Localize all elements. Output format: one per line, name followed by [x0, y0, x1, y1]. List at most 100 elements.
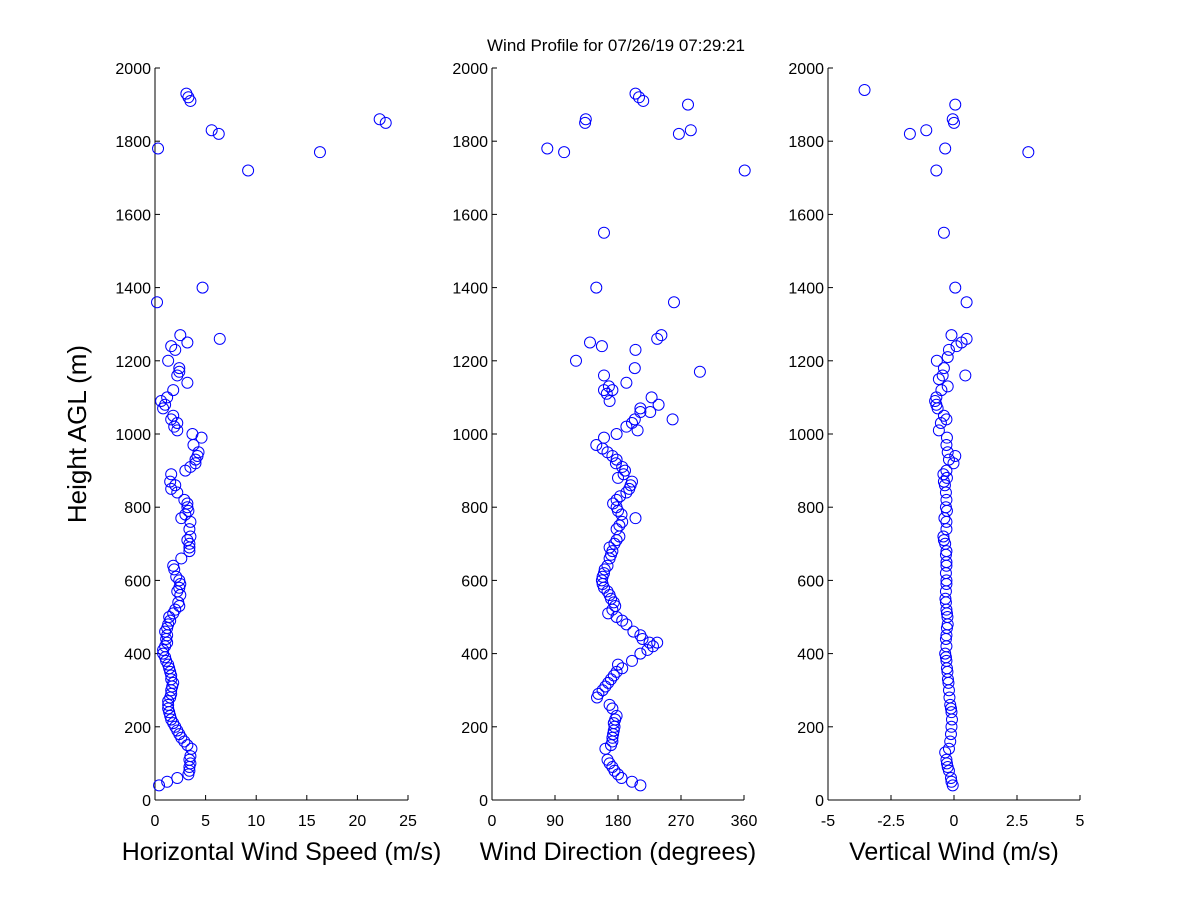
x-tick-label: 5: [1076, 813, 1085, 830]
data-point: [590, 281, 603, 294]
data-point: [652, 398, 665, 411]
y-tick-label: 400: [797, 647, 824, 664]
data-point: [942, 742, 955, 755]
data-point: [175, 552, 188, 565]
x-tick-label: -5: [821, 813, 835, 830]
data-point: [940, 413, 953, 426]
data-point: [619, 464, 631, 477]
y-tick-label: 2000: [452, 61, 488, 78]
data-point: [598, 226, 610, 239]
data-point: [579, 116, 592, 129]
data-point: [634, 402, 647, 415]
y-tick-label: 800: [797, 500, 824, 517]
data-point: [940, 431, 953, 444]
data-point: [634, 629, 647, 642]
y-tick-label: 800: [461, 500, 488, 517]
data-point: [949, 98, 962, 111]
panel-horizontal-wind-speed: 0 200 400 600 800 1000 1200 1400 1600 1800 2000 0 5 1…: [62, 61, 441, 866]
data-point: [633, 91, 645, 104]
x-tick-label: 360: [731, 813, 758, 830]
data-point: [643, 636, 656, 649]
data-point: [164, 475, 177, 488]
data-point: [940, 464, 953, 477]
data-point: [171, 486, 184, 499]
data-point: [151, 296, 164, 309]
scatter-series: [151, 87, 392, 792]
data-point: [738, 164, 751, 177]
data-point: [682, 98, 694, 111]
data-point: [570, 354, 582, 367]
y-tick-label: 0: [142, 793, 151, 810]
data-point: [939, 592, 952, 605]
data-point: [610, 709, 623, 722]
data-point: [628, 362, 641, 375]
data-point: [170, 570, 183, 583]
data-point: [196, 281, 209, 294]
data-point: [672, 127, 685, 140]
data-point: [937, 475, 950, 488]
data-point: [935, 384, 948, 397]
data-point: [173, 574, 186, 587]
data-point: [655, 329, 668, 342]
data-point: [945, 329, 958, 342]
data-point: [651, 332, 664, 345]
data-point: [171, 772, 184, 785]
data-point: [693, 365, 706, 378]
y-tick-label: 1800: [115, 134, 151, 151]
data-point: [175, 512, 188, 525]
data-point: [940, 438, 953, 451]
data-point: [181, 336, 194, 349]
data-point: [610, 501, 623, 514]
data-point: [171, 424, 184, 437]
y-tick-label: 400: [461, 647, 488, 664]
data-point: [590, 438, 603, 451]
data-point: [940, 493, 953, 506]
panel-wind-direction: 0 200 400 600 800 1000 1200 1400 1600 1800 2000 0 90…: [452, 61, 757, 866]
data-point: [213, 332, 226, 345]
x-tick-label: 0: [151, 813, 160, 830]
y-tick-label: 1000: [788, 427, 824, 444]
data-point: [930, 164, 943, 177]
data-point: [940, 753, 953, 766]
y-tick-label: 400: [124, 647, 151, 664]
data-point: [620, 486, 633, 499]
data-point: [169, 343, 182, 356]
data-point: [945, 775, 958, 788]
data-point: [626, 654, 638, 667]
data-point: [373, 113, 386, 126]
data-point: [645, 391, 658, 404]
data-point: [592, 687, 605, 700]
data-point: [937, 534, 950, 547]
panel-vertical-wind: 0 200 400 600 800 1000 1200 1400 1600 1800 2000 -5 -…: [788, 61, 1084, 866]
data-point: [165, 468, 178, 481]
data-point: [153, 779, 166, 792]
data-point: [379, 116, 392, 129]
y-tick-label: 1400: [115, 281, 151, 298]
data-point: [598, 431, 610, 444]
data-point: [607, 497, 620, 510]
data-point: [152, 142, 165, 155]
x-axis-label: Horizontal Wind Speed (m/s): [122, 838, 442, 866]
data-point: [932, 424, 945, 437]
x-tick-label: 0: [950, 813, 959, 830]
y-tick-label: 1600: [788, 207, 824, 224]
data-point: [184, 530, 197, 543]
data-point: [610, 428, 623, 440]
y-tick-label: 1200: [788, 354, 824, 371]
data-point: [610, 453, 623, 466]
data-point: [940, 545, 953, 558]
data-point: [610, 493, 623, 506]
x-tick-label: 10: [247, 813, 265, 830]
y-tick-label: 600: [797, 573, 824, 590]
data-point: [181, 501, 194, 514]
data-point: [941, 351, 954, 364]
y-axis-label: Height AGL (m): [62, 345, 92, 523]
data-point: [858, 83, 871, 96]
data-point: [960, 296, 973, 309]
data-point: [603, 395, 616, 408]
data-point: [942, 343, 955, 356]
data-point: [181, 376, 194, 389]
data-point: [629, 87, 642, 100]
data-point: [162, 698, 175, 711]
data-point: [940, 574, 953, 587]
